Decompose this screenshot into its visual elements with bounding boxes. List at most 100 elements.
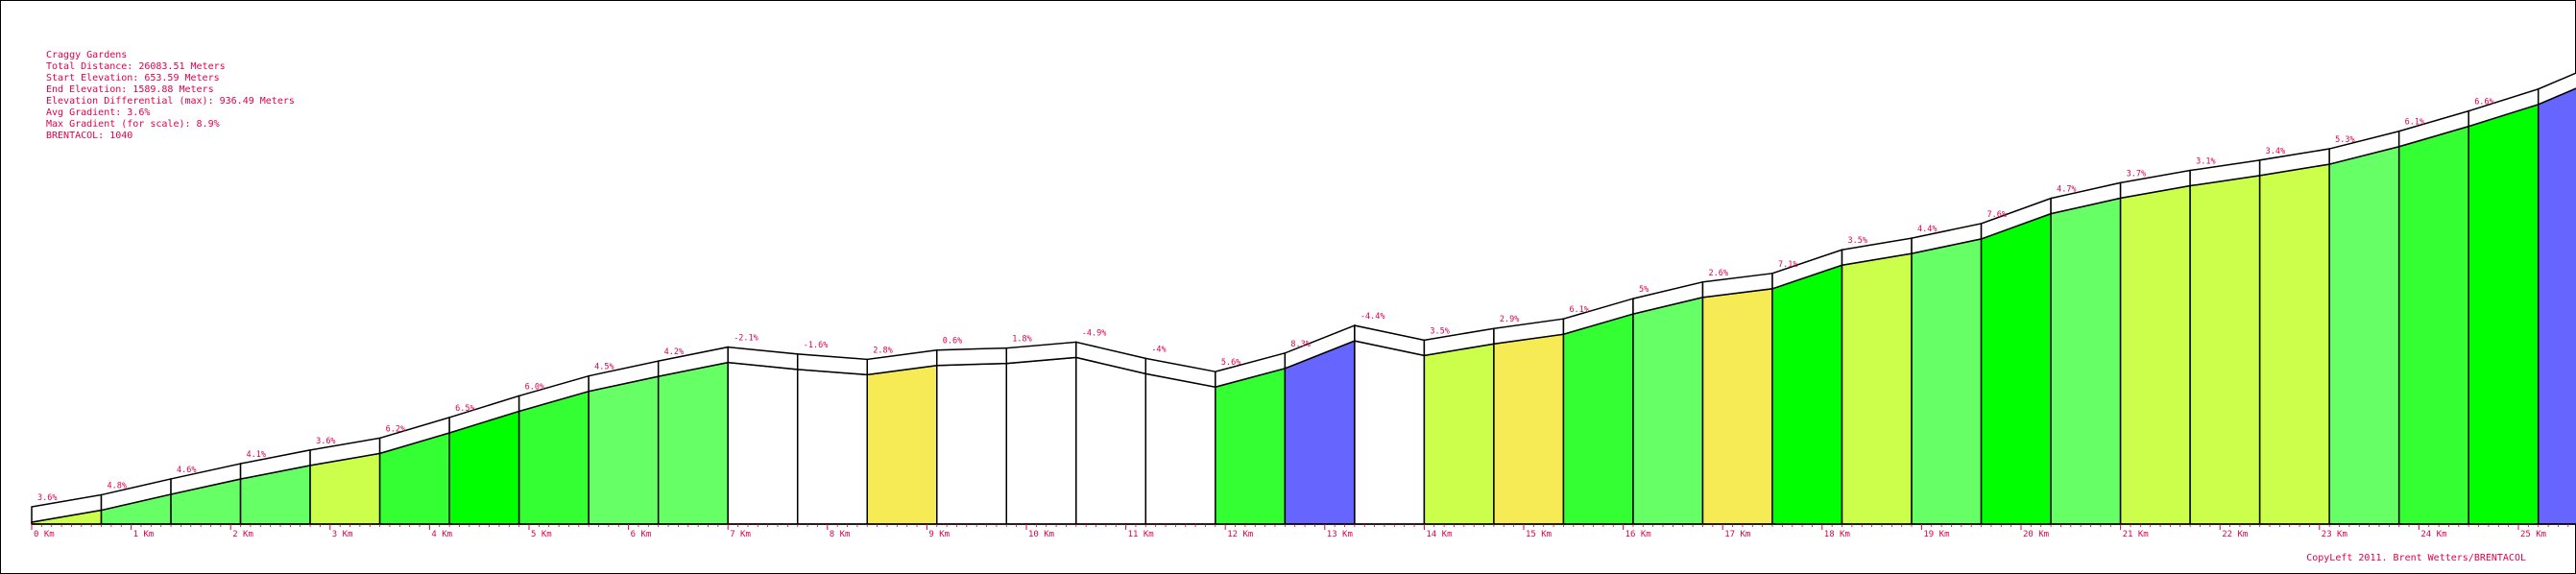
gradient-segment [1841, 252, 1913, 525]
gradient-label: 2.8% [873, 346, 892, 355]
gradient-segment [1215, 367, 1287, 525]
gradient-label: 5% [1639, 285, 1649, 295]
gradient-label: 3.1% [2196, 157, 2215, 167]
gradient-label: 2.6% [1708, 269, 1727, 278]
gradient-label: 4.5% [594, 363, 614, 372]
route-name: Craggy Gardens [46, 50, 127, 60]
gradient-label: -4% [1151, 345, 1166, 354]
end-elevation: End Elevation: 1589.88 Meters [46, 84, 214, 95]
gradient-label: 4.6% [177, 466, 196, 475]
gradient-label: 6.0% [525, 382, 544, 392]
km-tick-label: 20 Km [2023, 530, 2049, 539]
gradient-segment [1771, 264, 1843, 525]
gradient-label: 3.7% [2127, 169, 2146, 179]
gradient-segment [1632, 296, 1704, 525]
gradient-segment [1354, 340, 1426, 525]
road-slab [2537, 72, 2576, 106]
km-tick-label: 7 Km [730, 530, 751, 539]
gradient-label: 5.3% [2335, 135, 2354, 145]
km-tick-label: 23 Km [2322, 530, 2347, 539]
km-tick-label: 13 Km [1327, 530, 1353, 539]
start-elevation: Start Elevation: 653.59 Meters [46, 73, 220, 84]
total-distance: Total Distance: 26083.51 Meters [46, 61, 226, 72]
elevation-differential: Elevation Differential (max): 936.49 Met… [46, 96, 295, 107]
gradient-segment [936, 362, 1008, 525]
gradient-label: 4.7% [2057, 185, 2076, 195]
km-tick-label: 12 Km [1227, 530, 1253, 539]
km-tick-label: 5 Km [531, 530, 552, 539]
km-tick-label: 24 Km [2420, 530, 2446, 539]
gradient-label: -1.6% [804, 341, 829, 350]
gradient-label: 7.1% [1778, 260, 1797, 270]
gradient-label: 3.4% [2266, 147, 2285, 156]
gradient-segment [1284, 340, 1356, 525]
gradient-label: 3.5% [1430, 326, 1449, 336]
km-tick-label: 18 Km [1824, 530, 1850, 539]
gradient-segment [2328, 145, 2400, 525]
gradient-segment [2468, 103, 2540, 525]
gradient-label: 4.8% [108, 482, 127, 491]
km-tick-label: 14 Km [1426, 530, 1452, 539]
km-tick-label: 21 Km [2123, 530, 2149, 539]
km-tick-label: 11 Km [1128, 530, 1154, 539]
gradient-segment [657, 361, 729, 525]
km-tick-label: 4 Km [431, 530, 452, 539]
km-tick-label: 25 Km [2520, 530, 2546, 539]
gradient-label: 1.8% [1012, 335, 1031, 345]
gradient-segment [727, 361, 799, 525]
km-tick-label: 22 Km [2222, 530, 2248, 539]
gradient-segment [2397, 125, 2469, 525]
gradient-segments [31, 87, 2576, 525]
gradient-segment [1005, 356, 1077, 525]
gradient-label: 4.2% [664, 347, 684, 357]
gradient-label: 2.9% [1500, 315, 1519, 324]
gradient-label: 3.5% [1848, 236, 1867, 246]
gradient-segment [2050, 197, 2122, 525]
road-slab [936, 347, 1008, 367]
gradient-segment [866, 364, 938, 525]
km-tick-label: 9 Km [928, 530, 950, 539]
km-tick-label: 19 Km [1923, 530, 1949, 539]
gradient-segment [2119, 184, 2191, 525]
km-tick-label: 0 Km [34, 530, 55, 539]
gradient-label: 7.6% [1987, 210, 2007, 220]
gradient-label: 0.6% [943, 337, 962, 347]
gradient-segment [588, 375, 660, 525]
gradient-segment [796, 369, 868, 525]
gradient-label: -4.4% [1360, 312, 1385, 322]
gradient-label: 3.6% [37, 493, 57, 503]
gradient-segment [1980, 212, 2052, 525]
gradient-segment [1562, 313, 1634, 525]
km-tick-label: 10 Km [1028, 530, 1054, 539]
gradient-labels: 3.6% 4.8% 4.6% 4.1% 3.6% 6.2% 6.5% 6.0% 4.5% 4.2%… [37, 98, 2494, 503]
gradient-segment [1144, 372, 1216, 525]
gradient-label: 6.1% [2405, 118, 2424, 128]
km-tick-label: 16 Km [1625, 530, 1651, 539]
gradient-label: 5.6% [1221, 358, 1240, 368]
gradient-segment [2189, 174, 2261, 525]
brentacol-score: BRENTACOL: 1040 [46, 131, 132, 141]
km-tick-label: 17 Km [1724, 530, 1750, 539]
gradient-label: 6.1% [1569, 305, 1588, 315]
gradient-segment [1911, 237, 1983, 525]
road-surface [31, 72, 2576, 523]
gradient-segment [1423, 343, 1495, 525]
km-tick-label: 15 Km [1526, 530, 1552, 539]
gradient-label: 6.6% [2474, 98, 2493, 108]
km-tick-label: 6 Km [631, 530, 652, 539]
gradient-segment [2537, 87, 2576, 525]
avg-gradient: Avg Gradient: 3.6% [46, 108, 150, 118]
gradient-segment [1701, 287, 1773, 525]
km-tick-label: 3 Km [332, 530, 353, 539]
gradient-label: 8.3% [1290, 340, 1310, 349]
gradient-segment [2258, 163, 2330, 525]
gradient-label: -2.1% [734, 334, 758, 344]
copyright-text: CopyLeft 2011. Brent Wetters/BRENTACOL [2306, 553, 2526, 563]
max-gradient: Max Gradient (for scale): 8.9% [46, 119, 220, 130]
gradient-label: 6.2% [386, 424, 405, 434]
gradient-label: 3.6% [316, 437, 335, 446]
gradient-label: 4.4% [1917, 225, 1937, 234]
gradient-segment [1493, 333, 1565, 525]
km-tick-label: 2 Km [232, 530, 253, 539]
